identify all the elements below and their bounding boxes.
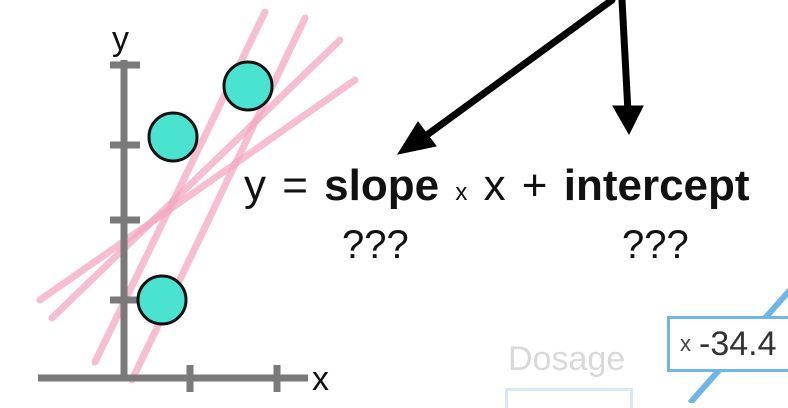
arrow-to-slope [416, 0, 616, 144]
equation-line: y = slope x x + intercept [244, 161, 750, 210]
arrow-to-intercept [618, 0, 632, 116]
candidate-line-2 [48, 36, 344, 322]
value-input-field[interactable]: x -34.4 [667, 316, 788, 372]
data-point-3 [136, 274, 188, 326]
x-axis-label: x [312, 360, 329, 398]
candidate-line-4 [128, 14, 309, 384]
equation-y: y [244, 161, 266, 210]
candidate-line-1 [36, 76, 359, 304]
equation-plus: + [522, 161, 548, 210]
data-point-2 [147, 111, 199, 163]
dosage-label: Dosage [508, 340, 626, 378]
field-value: -34.4 [699, 324, 777, 363]
intercept-unknown: ??? [622, 223, 689, 267]
data-point-1 [222, 60, 274, 112]
equation-slope: slope [324, 161, 439, 210]
slope-unknown: ??? [342, 223, 409, 267]
equation-x: x [484, 161, 506, 210]
data-points [136, 60, 274, 326]
field-prefix: x [680, 331, 691, 356]
arrow-to-slope-head [396, 121, 437, 155]
equation-intercept: intercept [564, 161, 750, 210]
axes [38, 60, 308, 392]
dosage-input-ghost [505, 388, 633, 408]
arrows [396, 0, 644, 155]
equation-times: x [455, 179, 467, 206]
y-axis-label: y [112, 20, 129, 58]
arrow-to-intercept-head [612, 105, 644, 136]
equation-equals: = [282, 161, 308, 210]
